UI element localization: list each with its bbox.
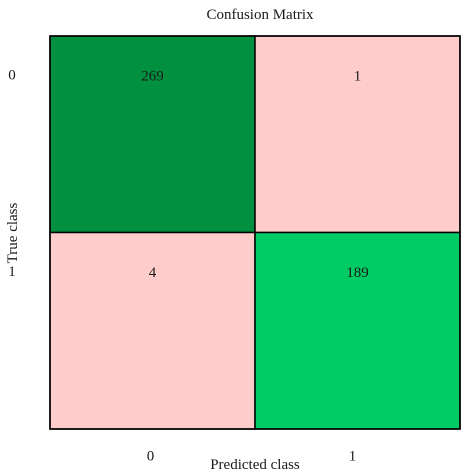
cell-value-label-0-0: 269 xyxy=(141,69,164,85)
plot-frame xyxy=(49,35,461,430)
cell-value-label-1-0: 4 xyxy=(149,265,157,281)
heatmap-cell-1-1 xyxy=(254,231,461,430)
axis-tick-labels: 0 1 0 1 xyxy=(8,68,356,465)
cell-value-labels: 269 1 4 189 xyxy=(141,69,369,282)
heatmap-cell-1-0 xyxy=(49,231,256,430)
heatmap-cells xyxy=(49,35,461,430)
heatmap-cell-0-0 xyxy=(49,35,256,234)
heatmap-cell-0-1 xyxy=(254,35,461,234)
y-tick-label-1: 1 xyxy=(8,264,16,280)
cell-value-label-1-1: 189 xyxy=(346,265,369,281)
x-tick-label-0: 0 xyxy=(147,448,155,464)
y-tick-label-0: 0 xyxy=(8,68,16,84)
cell-value-label-0-1: 1 xyxy=(354,69,362,85)
x-axis-label: Predicted class xyxy=(210,457,300,473)
y-axis-label: True class xyxy=(5,202,21,263)
x-tick-label-1: 1 xyxy=(349,448,357,464)
chart-title: Confusion Matrix xyxy=(206,7,314,23)
